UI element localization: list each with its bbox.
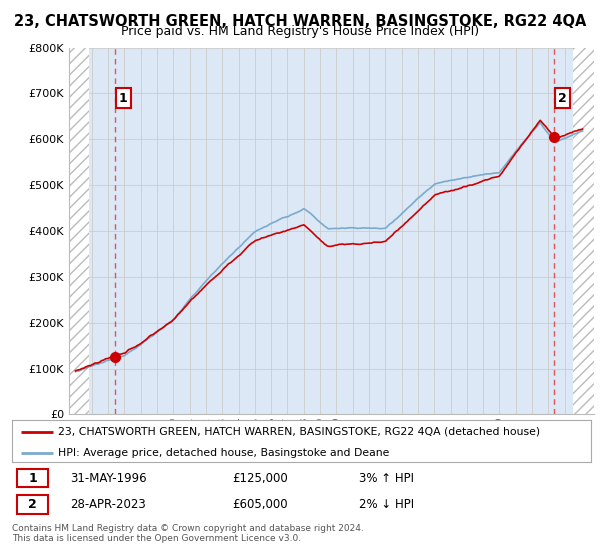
Text: 23, CHATSWORTH GREEN, HATCH WARREN, BASINGSTOKE, RG22 4QA: 23, CHATSWORTH GREEN, HATCH WARREN, BASI… — [14, 14, 586, 29]
FancyBboxPatch shape — [17, 496, 49, 514]
Text: 3% ↑ HPI: 3% ↑ HPI — [359, 472, 415, 484]
Text: Price paid vs. HM Land Registry's House Price Index (HPI): Price paid vs. HM Land Registry's House … — [121, 25, 479, 38]
Text: 2% ↓ HPI: 2% ↓ HPI — [359, 498, 415, 511]
Text: 23, CHATSWORTH GREEN, HATCH WARREN, BASINGSTOKE, RG22 4QA (detached house): 23, CHATSWORTH GREEN, HATCH WARREN, BASI… — [58, 427, 541, 437]
Text: £125,000: £125,000 — [232, 472, 288, 484]
Text: 31-MAY-1996: 31-MAY-1996 — [70, 472, 146, 484]
Text: 2: 2 — [28, 498, 37, 511]
Text: 1: 1 — [28, 472, 37, 484]
Text: 1: 1 — [119, 91, 128, 105]
FancyBboxPatch shape — [17, 469, 49, 487]
Text: 2: 2 — [558, 91, 566, 105]
Text: Contains HM Land Registry data © Crown copyright and database right 2024.
This d: Contains HM Land Registry data © Crown c… — [12, 524, 364, 543]
Bar — [89, 48, 573, 414]
Text: £605,000: £605,000 — [232, 498, 287, 511]
Text: HPI: Average price, detached house, Basingstoke and Deane: HPI: Average price, detached house, Basi… — [58, 448, 389, 458]
Text: 28-APR-2023: 28-APR-2023 — [70, 498, 146, 511]
